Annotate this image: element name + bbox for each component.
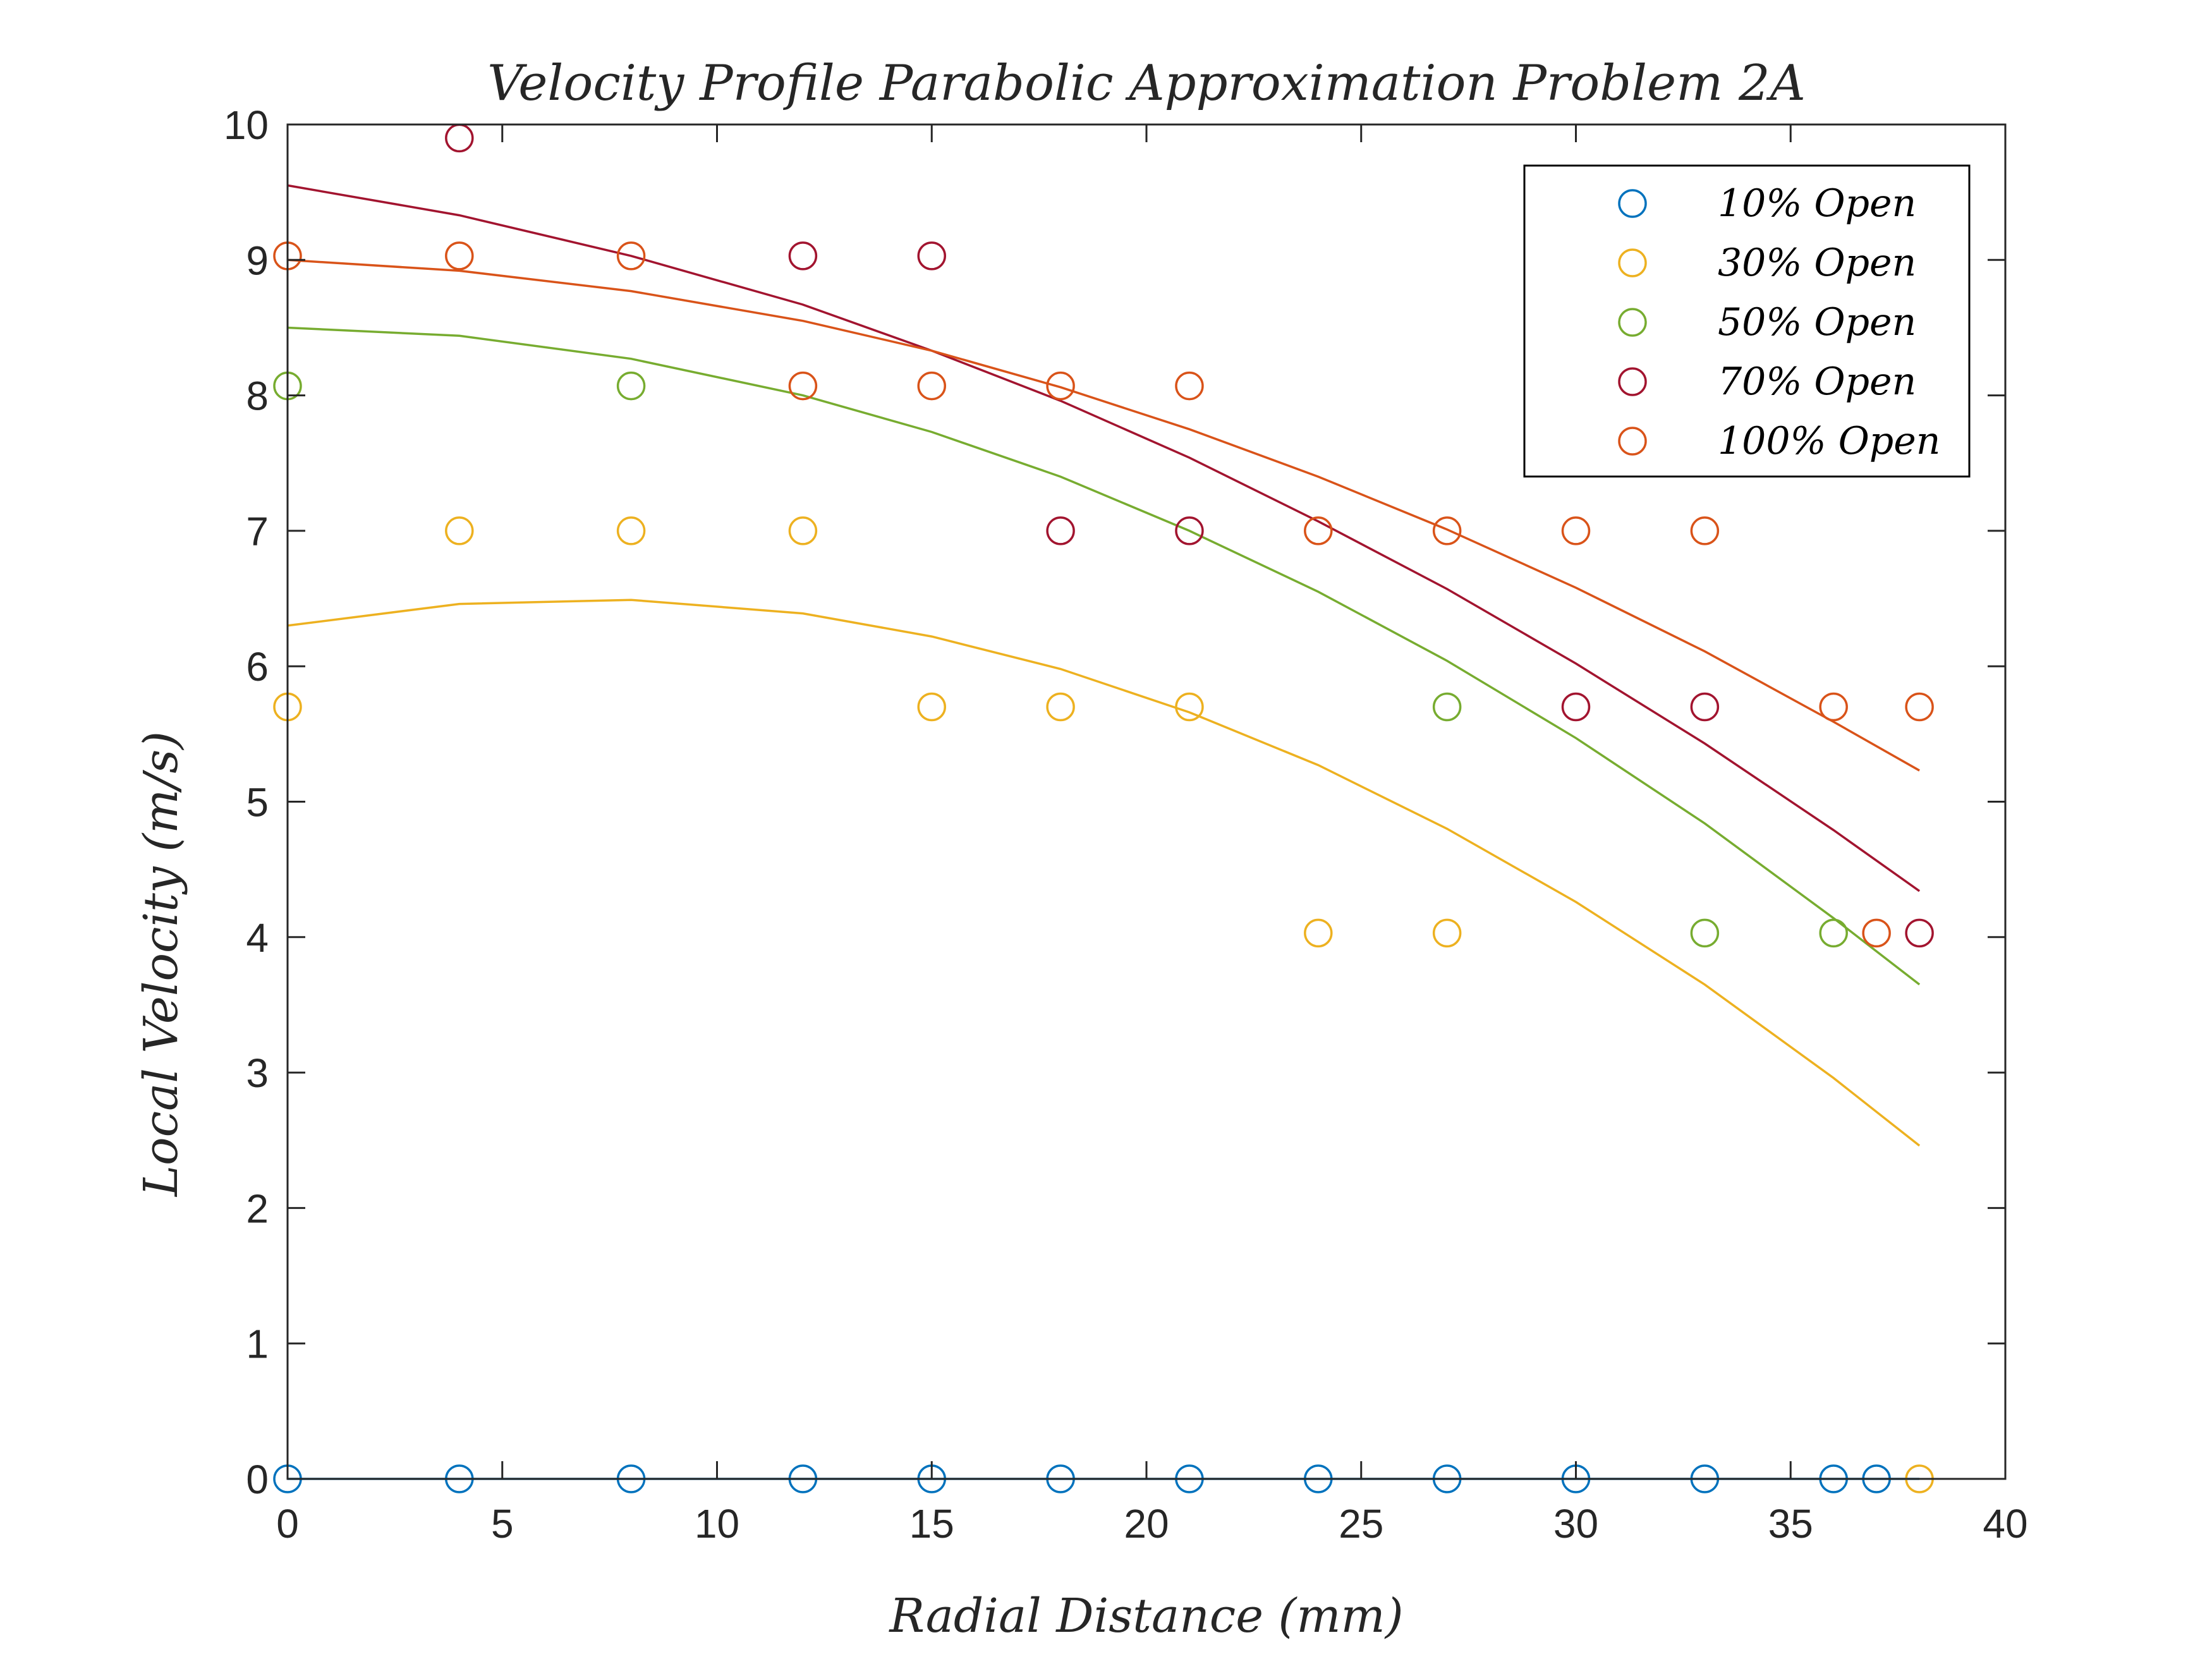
data-point bbox=[1561, 692, 1591, 722]
fit-line bbox=[287, 599, 1921, 1147]
data-point bbox=[1046, 516, 1075, 545]
data-point bbox=[1175, 371, 1204, 401]
data-point bbox=[445, 241, 474, 270]
legend-item: 100% Open bbox=[1618, 419, 1940, 463]
fit-line bbox=[287, 326, 1921, 986]
x-tick-label: 35 bbox=[1768, 1501, 1813, 1547]
data-point bbox=[1304, 516, 1333, 545]
legend-marker bbox=[1618, 427, 1647, 456]
x-tick-label: 40 bbox=[1983, 1501, 2027, 1547]
data-point bbox=[788, 516, 818, 545]
data-point bbox=[1432, 692, 1462, 722]
legend-label: 10% Open bbox=[1718, 181, 1916, 226]
data-point bbox=[1905, 692, 1934, 722]
series-1 bbox=[273, 516, 1934, 1493]
x-tick-label: 25 bbox=[1339, 1501, 1383, 1547]
y-tick-label: 8 bbox=[246, 374, 269, 419]
x-tick-label: 30 bbox=[1553, 1501, 1598, 1547]
fit-line bbox=[287, 258, 1920, 772]
fit-line bbox=[287, 184, 1921, 892]
legend-label: 50% Open bbox=[1718, 300, 1916, 344]
data-point bbox=[616, 516, 646, 545]
y-tick-label: 10 bbox=[224, 102, 269, 148]
data-point bbox=[1819, 918, 1848, 948]
legend-label: 70% Open bbox=[1718, 360, 1916, 404]
tick-layer: 0 5 10 15 20 25 30 35 40 0 1 2 3 4 5 6 7 8 9 10 bbox=[224, 102, 2028, 1547]
y-tick-label: 6 bbox=[246, 644, 269, 690]
legend-marker bbox=[1618, 308, 1647, 337]
x-tick-label: 10 bbox=[695, 1501, 739, 1547]
data-point bbox=[1304, 918, 1333, 948]
y-tick-label: 1 bbox=[246, 1322, 269, 1367]
data-point bbox=[1432, 918, 1462, 948]
legend-label: 100% Open bbox=[1718, 419, 1940, 463]
y-tick-label: 0 bbox=[246, 1457, 269, 1502]
data-point bbox=[1690, 918, 1720, 948]
data-point bbox=[917, 241, 946, 270]
legend-marker bbox=[1618, 248, 1647, 277]
data-point bbox=[917, 692, 946, 722]
legend-marker bbox=[1618, 367, 1647, 396]
data-point bbox=[1046, 371, 1075, 401]
x-tick-label: 0 bbox=[276, 1501, 299, 1547]
series-4 bbox=[273, 241, 1934, 948]
data-point bbox=[788, 371, 818, 401]
data-point bbox=[1046, 692, 1075, 722]
data-point bbox=[1432, 516, 1462, 545]
data-point bbox=[917, 371, 946, 401]
data-point bbox=[616, 371, 646, 401]
x-tick-label: 15 bbox=[909, 1501, 954, 1547]
y-tick-label: 9 bbox=[246, 238, 269, 283]
data-point bbox=[1175, 516, 1204, 545]
legend-item: 70% Open bbox=[1618, 360, 1916, 404]
y-axis-label: Local Velocity (m/s) bbox=[134, 731, 188, 1198]
data-point bbox=[1862, 918, 1891, 948]
data-point bbox=[1561, 516, 1591, 545]
legend: 10% Open 30% Open 50% Open 70% Open 100% Ope… bbox=[1523, 164, 1971, 478]
y-tick-label: 5 bbox=[246, 780, 269, 825]
data-point bbox=[1690, 692, 1720, 722]
x-tick-label: 5 bbox=[491, 1501, 514, 1547]
series-3 bbox=[287, 123, 1934, 948]
x-tick-label: 20 bbox=[1124, 1501, 1169, 1547]
data-point bbox=[616, 241, 646, 270]
y-tick-label: 7 bbox=[246, 509, 269, 554]
legend-label: 30% Open bbox=[1718, 241, 1916, 285]
legend-item: 30% Open bbox=[1618, 241, 1916, 285]
data-point bbox=[788, 241, 818, 270]
x-axis-label: Radial Distance (mm) bbox=[888, 1589, 1403, 1643]
data-point bbox=[445, 516, 474, 545]
y-tick-label: 3 bbox=[246, 1050, 269, 1096]
y-tick-label: 4 bbox=[246, 915, 269, 961]
data-point bbox=[1175, 692, 1204, 722]
y-tick-label: 2 bbox=[246, 1186, 269, 1231]
data-point bbox=[1905, 918, 1934, 948]
legend-marker bbox=[1618, 189, 1647, 218]
data-point bbox=[1690, 516, 1720, 545]
legend-item: 50% Open bbox=[1618, 300, 1916, 344]
legend-box bbox=[1523, 164, 1971, 478]
legend-item: 10% Open bbox=[1618, 181, 1916, 226]
chart-title: Velocity Profile Parabolic Approximation… bbox=[487, 55, 1806, 112]
data-point bbox=[1819, 692, 1848, 722]
